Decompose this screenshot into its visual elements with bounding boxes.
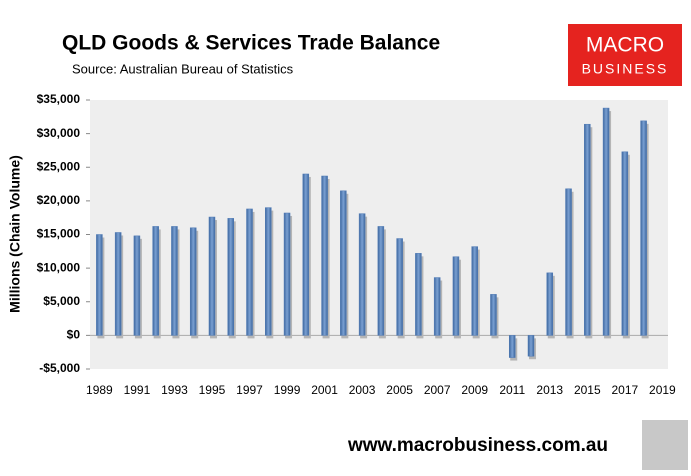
- x-tick-label: 2019: [649, 383, 676, 397]
- bar: [452, 256, 460, 336]
- y-tick-label: $30,000: [37, 126, 81, 140]
- y-tick-label: $0: [67, 328, 81, 342]
- bar: [640, 120, 647, 336]
- bar: [302, 173, 310, 336]
- bar: [508, 335, 516, 358]
- bar: [396, 238, 403, 336]
- bar: [96, 234, 103, 336]
- logo-text: BUSINESS: [582, 61, 669, 77]
- bar: [377, 226, 385, 336]
- y-tick-label: -$5,000: [39, 361, 80, 375]
- bar: [340, 190, 347, 336]
- bar: [246, 208, 253, 336]
- x-tick-label: 1993: [161, 383, 188, 397]
- bar: [283, 212, 291, 336]
- x-tick-label: 2017: [611, 383, 638, 397]
- y-tick-label: $10,000: [37, 260, 81, 274]
- x-tick-label: 1995: [199, 383, 226, 397]
- bar: [265, 207, 272, 336]
- y-axis-label: Millions (Chain Volume): [7, 155, 23, 313]
- logo-text: MACRO: [586, 34, 664, 57]
- bar: [621, 151, 629, 336]
- y-tick-label: $25,000: [37, 159, 81, 173]
- chart-subtitle: Source: Australian Bureau of Statistics: [72, 61, 294, 76]
- bar: [189, 227, 197, 336]
- x-tick-label: 2009: [461, 383, 488, 397]
- x-tick-label: 1997: [236, 383, 263, 397]
- bar: [227, 218, 234, 336]
- bar: [565, 188, 572, 336]
- bar: [471, 246, 478, 336]
- x-tick-label: 2001: [311, 383, 338, 397]
- footer: www.macrobusiness.com.au: [347, 435, 608, 456]
- bar: [433, 277, 441, 336]
- bar: [321, 175, 328, 336]
- x-tick-label: 2011: [499, 383, 525, 397]
- x-tick-label: 1991: [124, 383, 151, 397]
- x-tick-label: 2005: [386, 383, 413, 397]
- x-tick-label: 2007: [424, 383, 451, 397]
- logo: [568, 24, 682, 86]
- bar: [546, 272, 554, 336]
- bar: [415, 253, 422, 336]
- x-tick-label: 1989: [86, 383, 113, 397]
- bar: [602, 107, 610, 336]
- bar: [133, 235, 141, 336]
- bar: [114, 232, 122, 336]
- bar: [152, 226, 159, 336]
- x-tick-label: 1999: [274, 383, 301, 397]
- y-tick-label: $35,000: [37, 92, 81, 106]
- logo-icon: [642, 420, 688, 470]
- y-tick-label: $5,000: [43, 294, 80, 308]
- bar: [358, 213, 366, 336]
- bar: [490, 294, 497, 336]
- x-tick-label: 2003: [349, 383, 376, 397]
- x-tick-label: 2013: [536, 383, 563, 397]
- bar: [171, 226, 178, 336]
- bar: [208, 216, 216, 336]
- bar: [527, 335, 535, 357]
- bar: [584, 123, 591, 336]
- chart-title: QLD Goods & Services Trade Balance: [62, 32, 440, 55]
- x-tick-label: 2015: [574, 383, 601, 397]
- y-tick-label: $15,000: [37, 227, 81, 241]
- y-tick-label: $20,000: [37, 193, 81, 207]
